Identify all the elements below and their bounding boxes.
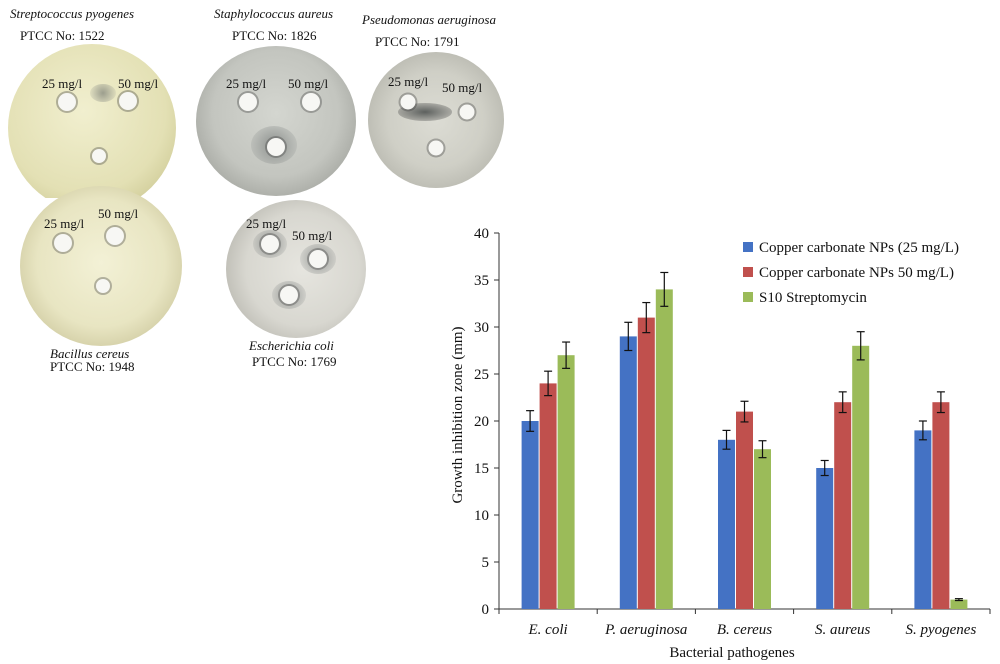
bar (834, 402, 852, 609)
bar (557, 355, 575, 609)
antibiotic-disc (239, 93, 257, 111)
y-tick-label: 30 (474, 320, 489, 336)
x-tick-label: E. coli (528, 622, 568, 638)
bar (637, 317, 655, 609)
plate-title: Streptococcus pyogenes (10, 6, 135, 21)
antibiotic-disc (58, 93, 76, 111)
growth-inhibition-chart: 0 5 10 15 20 25 30 35 40 E. coli P. aeruginosa B. c… (450, 226, 991, 661)
x-tick-label: B. cereus (717, 622, 772, 638)
x-axis-label: Bacterial pathogenes (669, 645, 795, 661)
concentration-label: 25 mg/l (42, 76, 83, 91)
antibiotic-disc (428, 140, 444, 156)
concentration-label: 25 mg/l (388, 74, 429, 89)
y-tick-label: 15 (474, 461, 489, 477)
y-tick-label: 25 (474, 367, 489, 383)
concentration-label: 25 mg/l (44, 216, 85, 231)
concentration-label: 50 mg/l (98, 206, 139, 221)
plate-title: Escherichia coli (249, 338, 334, 353)
y-tick-label: 5 (482, 555, 490, 571)
bar (521, 421, 539, 609)
y-tick-label: 0 (482, 602, 490, 618)
plate-code: PTCC No: 1769 (252, 354, 337, 369)
bar (852, 345, 870, 609)
plate-code: PTCC No: 1522 (20, 28, 105, 43)
chart-bars (521, 271, 968, 609)
concentration-label: 50 mg/l (292, 228, 333, 243)
y-tick-label: 10 (474, 508, 489, 524)
chart-legend: Copper carbonate NPs (25 mg/L) Copper car… (743, 240, 959, 306)
plate-title: Bacillus cereus (50, 346, 130, 361)
antibiotic-disc (302, 93, 320, 111)
bar (619, 336, 637, 609)
y-tick-label: 40 (474, 226, 489, 242)
bar (539, 383, 557, 609)
bar (754, 449, 771, 609)
antibiotic-disc (261, 235, 279, 253)
petri-dish (20, 186, 182, 346)
plate-code: PTCC No: 1826 (232, 28, 317, 43)
bar (816, 468, 834, 609)
legend-swatch (743, 242, 753, 252)
concentration-label: 50 mg/l (442, 80, 483, 95)
antibiotic-disc (459, 104, 475, 120)
bar (655, 289, 673, 609)
legend-swatch (743, 292, 753, 302)
concentration-label: 25 mg/l (246, 216, 287, 231)
plate-code: PTCC No: 1948 (50, 359, 135, 374)
y-axis-label: Growth inhibition zone (mm) (450, 326, 466, 503)
petri-dish (8, 44, 176, 198)
antibiotic-disc (280, 286, 298, 304)
legend-swatch (743, 267, 753, 277)
y-tick-label: 35 (474, 273, 489, 289)
antibiotic-disc (267, 138, 285, 156)
antibiotic-disc (106, 227, 124, 245)
bar (718, 439, 735, 609)
legend-entry: Copper carbonate NPs 50 mg/L) (759, 265, 954, 281)
x-tick-label: S. pyogenes (905, 622, 976, 638)
bar (914, 430, 932, 609)
antibiotic-disc (400, 94, 416, 110)
plate-title: Pseudomonas aeruginosa (362, 12, 496, 27)
antibiotic-disc (92, 149, 106, 163)
concentration-label: 25 mg/l (226, 76, 267, 91)
x-tick-label: S. aureus (815, 622, 870, 638)
bar (950, 599, 968, 609)
petri-dish (226, 200, 366, 338)
x-tick-label: P. aeruginosa (604, 622, 687, 638)
bar (932, 402, 950, 609)
plate-streptococcus-pyogenes: Streptococcus pyogenes PTCC No: 1522 25 … (0, 0, 190, 198)
antibiotic-disc (309, 250, 327, 268)
plate-code: PTCC No: 1791 (375, 34, 460, 49)
y-tick-label: 20 (474, 414, 489, 430)
legend-entry: Copper carbonate NPs (25 mg/L) (759, 240, 959, 256)
antibiotic-disc (119, 92, 137, 110)
plate-title: Staphylococcus aureus (214, 6, 334, 21)
antibiotic-disc (96, 279, 110, 293)
antibiotic-disc (54, 234, 72, 252)
inhibition-zone (90, 84, 116, 102)
petri-dish (196, 46, 356, 196)
concentration-label: 50 mg/l (288, 76, 329, 91)
concentration-label: 50 mg/l (118, 76, 159, 91)
legend-entry: S10 Streptomycin (759, 290, 867, 306)
bar (736, 411, 753, 609)
